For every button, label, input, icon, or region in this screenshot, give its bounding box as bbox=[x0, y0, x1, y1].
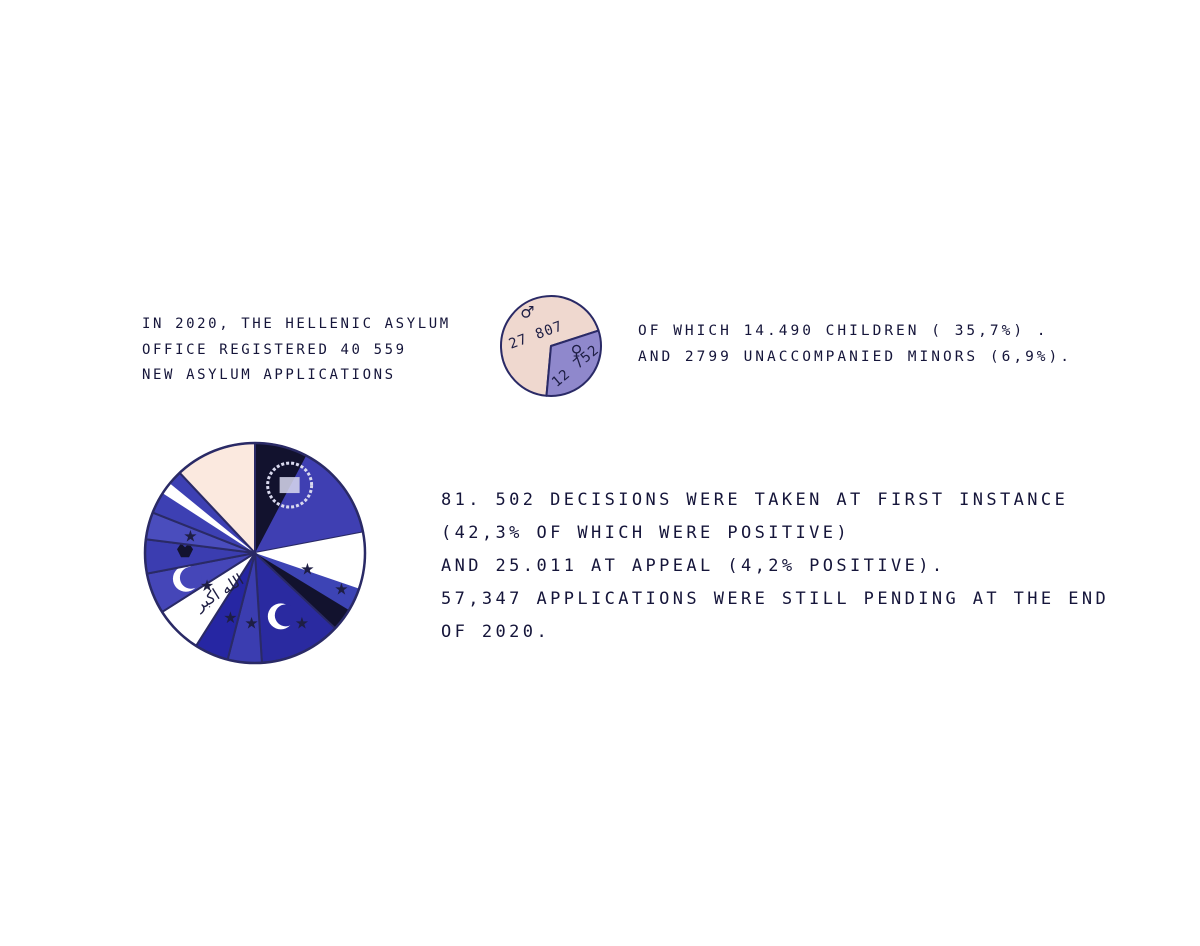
crescent-cutout bbox=[179, 566, 202, 589]
children-text: of which 14.490 children ( 35,7%) . and … bbox=[638, 318, 1072, 370]
decisions-line-3: and 25.011 at appeal (4,2% positive). bbox=[441, 556, 946, 576]
white-stripe bbox=[162, 483, 255, 553]
decisions-line-1: 81. 502 decisions were taken at first in… bbox=[441, 490, 1069, 510]
intro-line-3: new asylum applications bbox=[142, 367, 396, 383]
nationality-pie-chart: ★★★★★الله اكبر★★ bbox=[143, 441, 367, 665]
black-stripe bbox=[255, 443, 307, 553]
star-icon: ★ bbox=[334, 580, 348, 599]
intro-text: In 2020, the Hellenic Asylum office regi… bbox=[142, 312, 451, 389]
pie-outline bbox=[143, 441, 367, 665]
intro-line-2: office registered 40 559 bbox=[142, 341, 407, 358]
children-line-1: of which 14.490 children ( 35,7%) . bbox=[638, 323, 1049, 339]
decisions-line-5: of 2020. bbox=[441, 622, 551, 642]
gender-pie-chart: ♂27 807 ♀12 752 bbox=[500, 295, 603, 397]
male-symbol: ♂ bbox=[520, 303, 534, 322]
white-stripe bbox=[255, 532, 365, 589]
intro-line-1: In 2020, the Hellenic Asylum bbox=[142, 316, 451, 332]
decisions-line-2: (42,3% of which were positive) bbox=[441, 523, 851, 543]
star-icon: ★ bbox=[300, 560, 314, 579]
gender-slice-male bbox=[500, 295, 600, 397]
decisions-text: 81. 502 decisions were taken at first in… bbox=[441, 484, 1109, 649]
decisions-line-4: 57,347 applications were still pending a… bbox=[441, 589, 1110, 609]
star-icon: ★ bbox=[183, 527, 197, 546]
star-icon: ★ bbox=[200, 576, 214, 595]
star-icon: ★ bbox=[295, 613, 309, 632]
children-line-2: and 2799 unaccompanied minors (6,9%). bbox=[638, 349, 1073, 365]
gender-slice-female bbox=[545, 329, 602, 397]
star-icon: ★ bbox=[244, 614, 258, 633]
mosque-icon bbox=[279, 477, 300, 494]
crescent-cutout bbox=[274, 604, 297, 627]
afghanistan-emblem-icon bbox=[266, 461, 314, 509]
star-icon: ★ bbox=[223, 608, 237, 627]
female-symbol: ♀ bbox=[571, 342, 583, 361]
eagle-icon bbox=[177, 543, 194, 558]
black-stripe bbox=[255, 553, 349, 629]
